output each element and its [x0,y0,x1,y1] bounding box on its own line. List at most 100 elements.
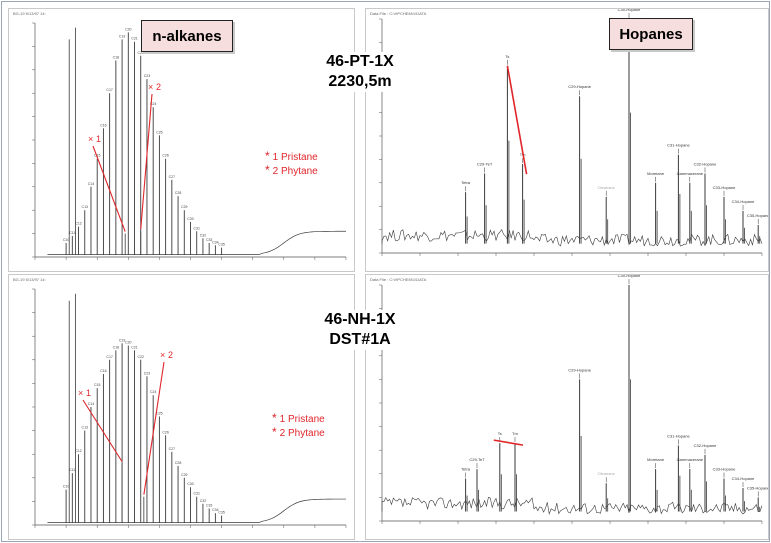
chromatogram-header: Data File : C:\HPCHEM\1\DATA [370,277,427,282]
hopane-peak-label: Oleanane [598,471,616,476]
legend-bottom-phytane: 2 Phytane [279,428,325,439]
hopane-peak-label: C30-Hopane [618,275,641,278]
asterisk-icon: * [265,149,270,163]
hopanes-chart-top: TetraC29-TeTTsTmC29-HopaneOleananeC30-Ho… [370,9,768,256]
marker-2-cross: × [160,350,165,360]
chromatogram-baseline [47,498,347,523]
marker-1-label: 1 [86,388,91,398]
hopane-peak-label: C30-Hopane [618,9,641,12]
nalkanes-label: n-alkanes [152,27,222,45]
alkane-peak-label: C18 [113,345,119,349]
hopane-peak-label: Gammacerane [677,457,704,462]
legend-top-item1: * 1 Pristane [265,150,318,164]
alkane-peak-label: C28 [175,461,181,465]
well2-label: 46-NH-1X DST#1A [312,310,408,350]
hopane-peak-label: Tetra [461,180,471,185]
alkane-peak-label: C34 [212,508,218,512]
alkane-peak-label: C18 [113,55,119,59]
hopane-peak-label: C31-Hopane [667,143,690,148]
alkane-peak-label: C28 [175,191,181,195]
hopane-peak-label: C29-Hopane [568,367,591,372]
alkane-peak-label: C14 [88,182,94,186]
alkane-peak-label: C21 [131,37,137,41]
hopane-peak-label: C34-Hopane [732,476,755,481]
alkane-peak-label: C25 [156,411,162,415]
alkane-peak-label: C22 [138,355,144,359]
hopane-peak-label: Tm [512,431,518,436]
hopane-peak-label: C35-Hopane [747,485,768,490]
asterisk-icon: * [265,163,270,177]
alkane-peak-label: C25 [156,130,162,134]
alkane-peak-label: C23 [144,74,150,78]
legend-bottom-pristane: 1 Pristane [279,414,325,425]
alkane-peak-label: C29 [181,205,187,209]
asterisk-icon: * [272,411,277,425]
hopanes-chromatogram-top: TetraC29-TeTTsTmC29-HopaneOleananeC30-Ho… [365,8,769,272]
hopane-peak-label: C32-Hopane [694,443,717,448]
alkane-peak-label: C11 [69,468,75,472]
well1-depth: 2230,5m [328,73,392,90]
alkane-peak-label: C32 [200,233,206,237]
alkane-peak-label: C15 [94,383,100,387]
alkane-peak-label: C19 [119,34,125,38]
alkane-peak-label: C35 [218,243,224,247]
alkane-peak-label: C33 [206,238,212,242]
alkane-peak-label: C22 [138,51,144,55]
hopane-peak-label: Moretane [647,171,665,176]
nalkanes-label-box: n-alkanes [141,20,233,52]
alkane-peak-label: C21 [131,345,137,349]
hopane-peak-label: Gammacerane [677,171,704,176]
marker-2-cross: × [148,82,153,92]
legend-bottom-item1: * 1 Pristane [272,412,325,426]
hopanes-chart-bottom: Tetra C29-TeT Ts Tm C29-Hopane Oleanane C30-Ho… [370,275,768,524]
alkane-peak-label: C24 [150,390,156,394]
alkane-peak-label: C10 [63,238,69,242]
well2-test: DST#1A [329,331,391,348]
hopane-peak-label: C29-TeT [469,457,485,462]
hopane-peak-label: C33-Hopane [713,185,736,190]
hopane-peak-label: C29-Hopane [568,84,591,89]
well1-name: 46-PT-1X [326,53,394,70]
alkane-peak-label: C17 [106,355,112,359]
hopanes-chromatogram-bottom: Tetra C29-TeT Ts Tm C29-Hopane Oleanane C30-Ho… [365,274,769,540]
hopane-peak-label: C35-Hopane [747,213,768,218]
alkane-peak-label: C26 [162,154,168,158]
alkane-peak-label: C35 [218,511,224,515]
alkane-peak-label: C13 [82,426,88,430]
hopane-peak-label: C31-Hopane [667,433,690,438]
phytane-pointer [140,93,153,230]
hopane-peak-label: C32-Hopane [694,161,717,166]
alkane-peak-label: C27 [169,175,175,179]
alkane-peak-label: C11 [69,231,75,235]
chromatogram-header: BG-19 5/13/97 14: [13,277,46,282]
nalkanes-chart-top: C10C11C12C13C14C15C16C17C18C19C20C21C22C… [13,11,347,260]
alkane-peak-label: C27 [169,447,175,451]
legend-top-pristane: 1 Pristane [272,152,318,163]
hopane-baseline [381,496,763,515]
hopane-peak-label: C34-Hopane [732,199,755,204]
alkane-peak-label: C10 [63,485,69,489]
hopane-peak-label: C29-TeT [477,161,493,166]
marker-2-label: 2 [168,350,173,360]
ts-tm-trend-line [493,439,524,446]
alkane-peak-label: C30 [187,217,193,221]
alkane-peak-label: C20 [125,27,131,31]
well2-name: 46-NH-1X [324,311,396,328]
hopanes-label-box: Hopanes [609,18,693,50]
nalkanes-chromatogram-top: C10C11C12C13C14C15C16C17C18C19C20C21C22C… [8,8,355,272]
hopane-peak-label: Ts [498,431,502,436]
hopane-baseline [381,229,763,247]
alkane-peak-label: C24 [150,102,156,106]
legend-top: * 1 Pristane * 2 Phytane [265,150,318,178]
alkane-peak-label: C12 [75,222,81,226]
alkane-peak-label: C16 [100,123,106,127]
legend-top-item2: * 2 Phytane [265,164,318,178]
alkane-peak-label: C29 [181,473,187,477]
hopane-peak-label: Oleanane [598,185,616,190]
hopane-peak-label: Ts [505,54,509,59]
alkane-peak-label: C31 [194,226,200,230]
alkane-peak-label: C19 [119,338,125,342]
legend-top-phytane: 2 Phytane [272,166,318,177]
